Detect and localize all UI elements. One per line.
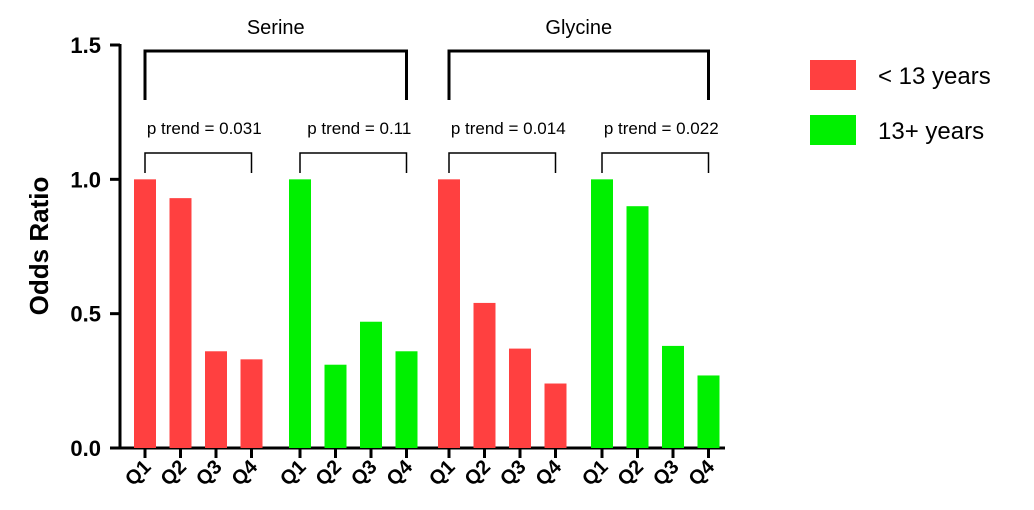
x-tick-label: Q3 (496, 456, 530, 490)
x-tick-label: Q2 (312, 456, 346, 490)
x-ticks: Q1 Q2 Q3 Q4 Q1 Q2 Q3 Q4 Q1 Q2 Q3 Q4 Q1 Q2 Q3 Q4 (121, 448, 720, 490)
bar-q2 (626, 206, 649, 448)
panel-bracket (143, 49, 408, 100)
legend: < 13 years 13+ years (810, 60, 991, 145)
bar-q1 (134, 179, 156, 449)
p-trend-bracket (144, 152, 253, 173)
bar-q4 (544, 383, 567, 448)
y-tick-label: 1.0 (70, 167, 101, 192)
y-ticks: 0.0 0.5 1.0 1.5 (70, 33, 120, 461)
bar-q3 (205, 351, 227, 448)
bar-q4 (395, 351, 418, 448)
bar-q4 (697, 375, 720, 448)
bar-q1 (591, 179, 613, 449)
x-tick-label: Q4 (685, 455, 720, 490)
panel-title: Glycine (545, 17, 612, 39)
x-tick-label: Q3 (192, 456, 226, 490)
bar-q2 (324, 364, 347, 448)
bar-q1 (289, 179, 311, 449)
y-axis-title: Odds Ratio (24, 177, 54, 316)
x-tick-label: Q3 (649, 456, 683, 490)
x-tick-label: Q1 (425, 456, 459, 490)
p-trend-label: p trend = 0.022 (604, 119, 719, 138)
bar-q3 (509, 348, 531, 448)
x-tick-label: Q4 (228, 455, 263, 490)
bar-q3 (662, 345, 684, 448)
p-trend-label: p trend = 0.11 (307, 119, 411, 138)
bars (134, 179, 720, 449)
x-tick-label: Q3 (347, 456, 381, 490)
panel-title: Serine (247, 17, 305, 39)
bar-q2 (473, 302, 496, 448)
x-tick-label: Q1 (578, 456, 612, 490)
bar-q3 (360, 321, 382, 448)
x-tick-label: Q4 (532, 455, 567, 490)
panel-bracket (447, 49, 710, 100)
legend-label: 13+ years (878, 118, 984, 145)
legend-swatch (810, 115, 856, 145)
p-trend-label: p trend = 0.014 (451, 119, 566, 138)
x-tick-label: Q1 (121, 456, 155, 490)
bar-q4 (240, 359, 263, 448)
p-trend-bracket (601, 152, 710, 173)
x-tick-label: Q2 (614, 456, 648, 490)
y-tick-label: 0.0 (70, 436, 101, 461)
p-trend-bracket (299, 152, 408, 173)
p-trend-bracket (448, 152, 557, 173)
legend-swatch (810, 60, 856, 90)
y-tick-label: 1.5 (70, 33, 101, 58)
p-trend-label: p trend = 0.031 (147, 119, 262, 138)
x-tick-label: Q2 (461, 456, 495, 490)
x-tick-label: Q1 (276, 456, 310, 490)
x-tick-label: Q2 (157, 456, 191, 490)
bar-q2 (169, 198, 192, 448)
y-tick-label: 0.5 (70, 302, 101, 327)
x-tick-label: Q4 (383, 455, 418, 490)
legend-label: < 13 years (878, 63, 991, 90)
brackets: p trend = 0.031 p trend = 0.11 Serine p tre… (143, 17, 719, 173)
bar-q1 (438, 179, 460, 449)
